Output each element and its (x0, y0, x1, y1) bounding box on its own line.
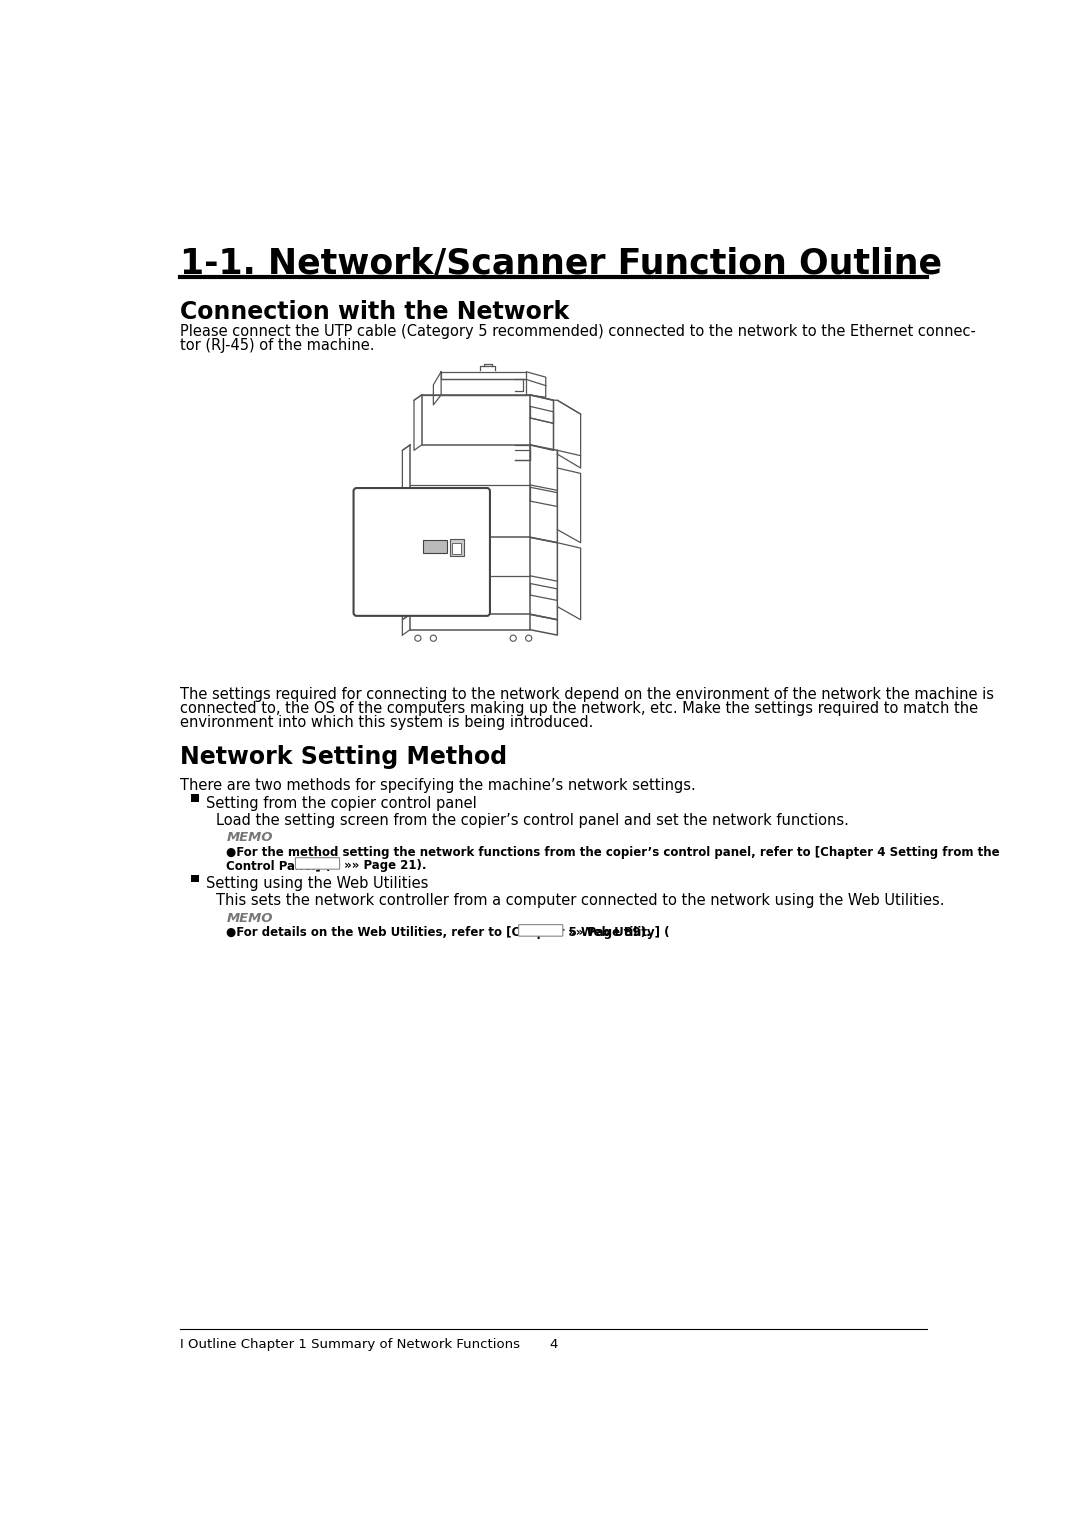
Text: Load the setting screen from the copier’s control panel and set the network func: Load the setting screen from the copier’… (216, 813, 849, 829)
Text: ●For details on the Web Utilities, refer to [Chapter 5 Web Utility] (: ●For details on the Web Utilities, refer… (227, 926, 670, 938)
Text: 4: 4 (550, 1338, 557, 1351)
Text: There are two methods for specifying the machine’s network settings.: There are two methods for specifying the… (180, 778, 696, 792)
FancyBboxPatch shape (296, 858, 339, 870)
Text: connected to, the OS of the computers making up the network, etc. Make the setti: connected to, the OS of the computers ma… (180, 702, 978, 716)
Text: Control Panel] (: Control Panel] ( (227, 859, 330, 873)
Text: Setting using the Web Utilities: Setting using the Web Utilities (206, 876, 429, 891)
Text: MEMO: MEMO (227, 911, 273, 925)
Text: This sets the network controller from a computer connected to the network using : This sets the network controller from a … (216, 893, 944, 908)
Text: Reference: Reference (518, 926, 562, 935)
Text: Connection with the Network: Connection with the Network (180, 301, 569, 324)
Text: I Outline Chapter 1 Summary of Network Functions: I Outline Chapter 1 Summary of Network F… (180, 1338, 519, 1351)
Bar (191, 874, 199, 882)
Bar (449, 539, 463, 555)
Text: Reference: Reference (296, 859, 338, 868)
Text: tor (RJ-45) of the machine.: tor (RJ-45) of the machine. (180, 337, 375, 353)
Text: Setting from the copier control panel: Setting from the copier control panel (206, 797, 477, 810)
Text: 1-1. Network/Scanner Function Outline: 1-1. Network/Scanner Function Outline (180, 246, 942, 281)
Bar (191, 795, 199, 803)
Text: MEMO: MEMO (227, 832, 273, 844)
Text: Please connect the UTP cable (Category 5 recommended) connected to the network t: Please connect the UTP cable (Category 5… (180, 324, 976, 339)
Bar (423, 540, 446, 552)
Text: ●For the method setting the network functions from the copier’s control panel, r: ●For the method setting the network func… (227, 845, 1000, 859)
Bar (451, 543, 461, 554)
FancyBboxPatch shape (353, 488, 490, 617)
Text: »» Page 21).: »» Page 21). (340, 859, 427, 873)
Text: The settings required for connecting to the network depend on the environment of: The settings required for connecting to … (180, 688, 994, 702)
Text: environment into which this system is being introduced.: environment into which this system is be… (180, 716, 593, 729)
FancyBboxPatch shape (518, 925, 563, 935)
Text: »» Page 89).: »» Page 89). (564, 926, 650, 938)
Text: Network Setting Method: Network Setting Method (180, 745, 508, 769)
